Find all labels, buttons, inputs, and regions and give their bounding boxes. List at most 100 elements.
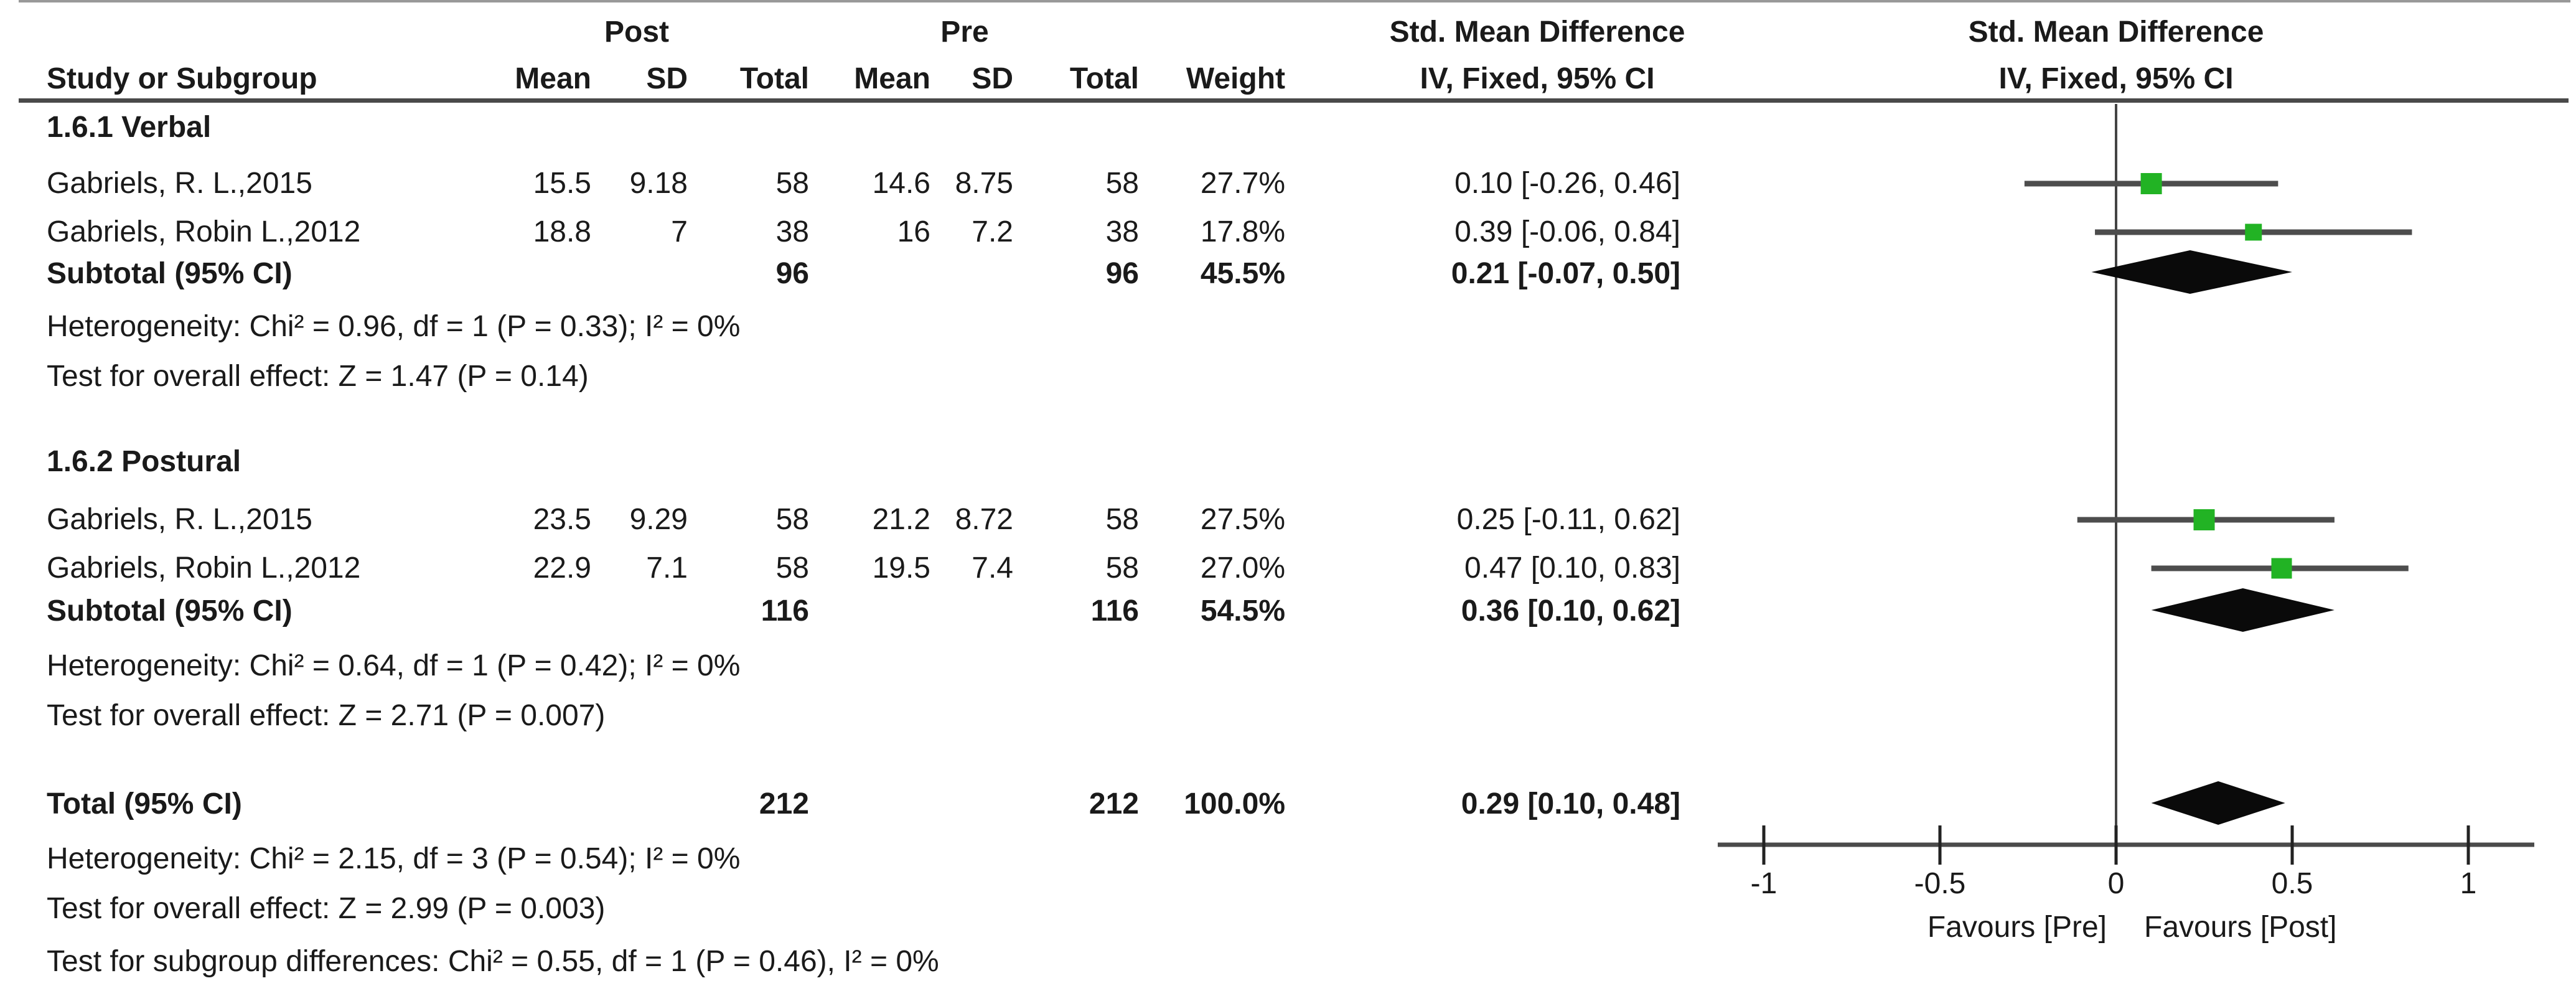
study-name: Gabriels, R. L.,2015 bbox=[47, 503, 312, 536]
total-heterogeneity-row: Heterogeneity: Chi² = 2.15, df = 3 (P = … bbox=[0, 840, 2576, 878]
pre-total: 58 bbox=[1105, 167, 1139, 200]
tick-label: 1 bbox=[2460, 867, 2477, 900]
study-row: Gabriels, Robin L.,2012 18.8 7 38 16 7.2… bbox=[0, 214, 2576, 251]
study-name: Gabriels, Robin L.,2012 bbox=[47, 215, 361, 248]
pre-mean-header: Mean bbox=[854, 62, 930, 95]
post-total: 58 bbox=[775, 503, 809, 536]
total-overall-effect-row: Test for overall effect: Z = 2.99 (P = 0… bbox=[0, 890, 2576, 928]
pre-total: 58 bbox=[1105, 503, 1139, 536]
ci-text: 0.29 [0.10, 0.48] bbox=[1461, 787, 1680, 820]
post-group-header: Post bbox=[604, 16, 669, 49]
pooled-diamond bbox=[2151, 781, 2285, 825]
ci-text: 0.39 [-0.06, 0.84] bbox=[1454, 215, 1680, 248]
post-mean: 15.5 bbox=[533, 167, 591, 200]
effect-square bbox=[2140, 173, 2162, 194]
pre-sd: 7.2 bbox=[972, 215, 1013, 248]
pre-sd: 8.75 bbox=[955, 167, 1013, 200]
weight: 27.7% bbox=[1200, 167, 1285, 200]
weight: 100.0% bbox=[1184, 787, 1285, 820]
weight: 54.5% bbox=[1200, 594, 1285, 627]
tick-label: -1 bbox=[1750, 867, 1777, 900]
pre-total: 58 bbox=[1105, 552, 1139, 585]
pre-total: 116 bbox=[1090, 594, 1139, 627]
pre-total: 96 bbox=[1105, 257, 1139, 290]
favours-left-label: Favours [Pre] bbox=[1927, 911, 2107, 944]
pre-total: 212 bbox=[1089, 787, 1139, 820]
weight: 27.0% bbox=[1200, 552, 1285, 585]
study-row: Gabriels, Robin L.,2012 22.9 7.1 58 19.5… bbox=[0, 550, 2576, 587]
post-total: 116 bbox=[761, 594, 809, 627]
weight-header: Weight bbox=[1186, 62, 1285, 95]
post-mean-header: Mean bbox=[515, 62, 591, 95]
weight: 27.5% bbox=[1200, 503, 1285, 536]
total-label: Total (95% CI) bbox=[47, 787, 242, 820]
figure-top-border bbox=[19, 0, 2570, 2]
tick-label: 0 bbox=[2107, 867, 2125, 900]
weight: 45.5% bbox=[1200, 257, 1285, 290]
tick-label: -0.5 bbox=[1914, 867, 1966, 900]
ci-text: 0.25 [-0.11, 0.62] bbox=[1456, 503, 1680, 536]
study-row: Gabriels, R. L.,2015 15.5 9.18 58 14.6 8… bbox=[0, 165, 2576, 202]
ci-column-header-right: IV, Fixed, 95% CI bbox=[1998, 62, 2234, 95]
pre-sd-header: SD bbox=[972, 62, 1013, 95]
post-sd-header: SD bbox=[646, 62, 688, 95]
post-mean: 22.9 bbox=[533, 552, 591, 585]
favours-right-label: Favours [Post] bbox=[2144, 911, 2337, 944]
pooled-diamond bbox=[2151, 588, 2335, 632]
total-row: Total (95% CI) 212 212 100.0% 0.29 [0.10… bbox=[0, 786, 2576, 823]
column-header-row: Study or Subgroup Mean SD Total Mean SD … bbox=[0, 60, 2576, 98]
effect-square bbox=[2271, 558, 2292, 579]
heterogeneity-row: Heterogeneity: Chi² = 0.96, df = 1 (P = … bbox=[0, 308, 2576, 345]
subgroup-differences-text: Test for subgroup differences: Chi² = 0.… bbox=[47, 945, 939, 978]
pooled-diamond bbox=[2091, 250, 2292, 294]
ci-column-header-left: IV, Fixed, 95% CI bbox=[1420, 62, 1655, 95]
pre-mean: 21.2 bbox=[872, 503, 930, 536]
study-name: Gabriels, Robin L.,2012 bbox=[47, 552, 361, 585]
pre-mean: 19.5 bbox=[872, 552, 930, 585]
ci-text: 0.21 [-0.07, 0.50] bbox=[1451, 257, 1680, 290]
overall-effect-row: Test for overall effect: Z = 2.71 (P = 0… bbox=[0, 697, 2576, 735]
effect-square bbox=[2193, 509, 2215, 530]
subgroup-label: 1.6.2 Postural bbox=[47, 445, 241, 478]
smd-header-right: Std. Mean Difference bbox=[1968, 16, 2264, 49]
heterogeneity-row: Heterogeneity: Chi² = 0.64, df = 1 (P = … bbox=[0, 647, 2576, 685]
subtotal-row: Subtotal (95% CI) 116 116 54.5% 0.36 [0.… bbox=[0, 593, 2576, 630]
subtotal-row: Subtotal (95% CI) 96 96 45.5% 0.21 [-0.0… bbox=[0, 255, 2576, 293]
pre-mean: 14.6 bbox=[872, 167, 930, 200]
study-column-header: Study or Subgroup bbox=[47, 62, 317, 95]
post-mean: 18.8 bbox=[533, 215, 591, 248]
subgroup-differences-row: Test for subgroup differences: Chi² = 0.… bbox=[0, 943, 2576, 980]
header-underline bbox=[19, 98, 2569, 103]
overall-effect-text: Test for overall effect: Z = 2.99 (P = 0… bbox=[47, 892, 606, 925]
heterogeneity-text: Heterogeneity: Chi² = 2.15, df = 3 (P = … bbox=[47, 842, 741, 875]
pre-total: 38 bbox=[1105, 215, 1139, 248]
post-total: 96 bbox=[775, 257, 809, 290]
tick-label: 0.5 bbox=[2271, 867, 2313, 900]
heterogeneity-text: Heterogeneity: Chi² = 0.64, df = 1 (P = … bbox=[47, 649, 741, 682]
overall-effect-row: Test for overall effect: Z = 1.47 (P = 0… bbox=[0, 358, 2576, 395]
pre-sd: 8.72 bbox=[955, 503, 1013, 536]
smd-header-left: Std. Mean Difference bbox=[1389, 16, 1685, 49]
post-mean: 23.5 bbox=[533, 503, 591, 536]
subgroup-label: 1.6.1 Verbal bbox=[47, 111, 212, 144]
pre-sd: 7.4 bbox=[972, 552, 1013, 585]
ci-text: 0.10 [-0.26, 0.46] bbox=[1454, 167, 1680, 200]
overall-effect-text: Test for overall effect: Z = 1.47 (P = 0… bbox=[47, 360, 589, 393]
ci-text: 0.36 [0.10, 0.62] bbox=[1461, 594, 1680, 627]
post-sd: 7.1 bbox=[646, 552, 688, 585]
pre-total-header: Total bbox=[1069, 62, 1139, 95]
pre-mean: 16 bbox=[897, 215, 930, 248]
study-name: Gabriels, R. L.,2015 bbox=[47, 167, 312, 200]
overall-effect-text: Test for overall effect: Z = 2.71 (P = 0… bbox=[47, 699, 606, 732]
ci-text: 0.47 [0.10, 0.83] bbox=[1464, 552, 1680, 585]
post-total: 212 bbox=[759, 787, 809, 820]
post-sd: 7 bbox=[671, 215, 688, 248]
post-sd: 9.29 bbox=[629, 503, 688, 536]
post-total: 38 bbox=[775, 215, 809, 248]
heterogeneity-text: Heterogeneity: Chi² = 0.96, df = 1 (P = … bbox=[47, 310, 741, 343]
subgroup-label-row: 1.6.1 Verbal bbox=[0, 109, 2576, 146]
study-row: Gabriels, R. L.,2015 23.5 9.29 58 21.2 8… bbox=[0, 501, 2576, 538]
subtotal-label: Subtotal (95% CI) bbox=[47, 594, 293, 627]
